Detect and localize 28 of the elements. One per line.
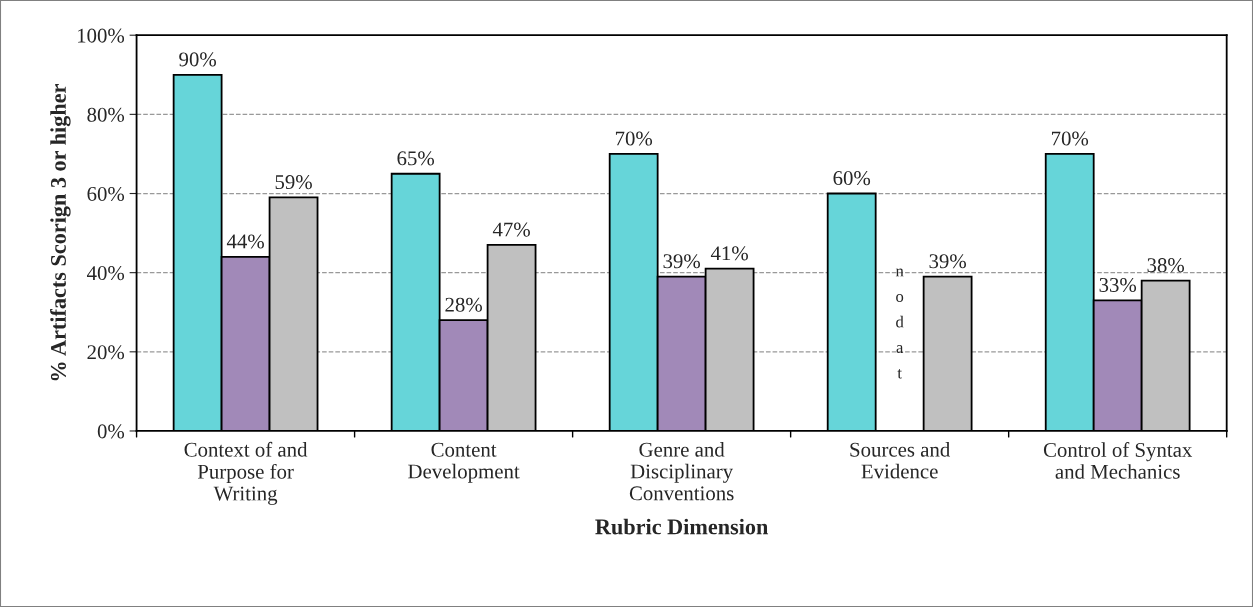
x-axis-title: Rubric Dimension (595, 518, 769, 535)
data-label: 90% (179, 52, 217, 67)
x-tick-label: Context of and Purpose for Writing (184, 441, 308, 505)
data-label: 39% (929, 254, 966, 269)
y-tick-label: 80% (87, 107, 125, 122)
data-label: 65% (397, 151, 435, 166)
x-tick-label: Sources and Evidence (850, 442, 951, 479)
y-tick-label: 20% (87, 345, 125, 360)
data-label: 41% (710, 246, 748, 261)
data-label: 28% (445, 297, 482, 312)
y-tick-label: 100% (78, 28, 125, 43)
data-label: 70% (615, 131, 653, 146)
y-tick-label: 60% (87, 186, 125, 202)
data-label: 38% (1147, 258, 1185, 273)
data-label: 33% (1099, 277, 1137, 293)
y-tick-label: 0% (97, 424, 125, 439)
data-label: 70% (1051, 131, 1089, 146)
y-tick-label: 40% (86, 266, 125, 281)
data-label: 44% (226, 234, 264, 249)
data-label: 60% (833, 171, 871, 186)
annotation: n o d a t (895, 268, 904, 379)
data-label: 59% (275, 175, 312, 190)
x-tick-label: Genre and Disciplinary Conventions (629, 442, 734, 501)
data-label: 39% (663, 254, 701, 269)
x-tick-label: Control of Syntax and Mechanics (1043, 442, 1193, 479)
x-tick-label: Content Development (408, 442, 520, 483)
y-axis-title: % Artifacts Scorign 3 or higher (50, 84, 71, 381)
data-label: 47% (492, 222, 530, 237)
